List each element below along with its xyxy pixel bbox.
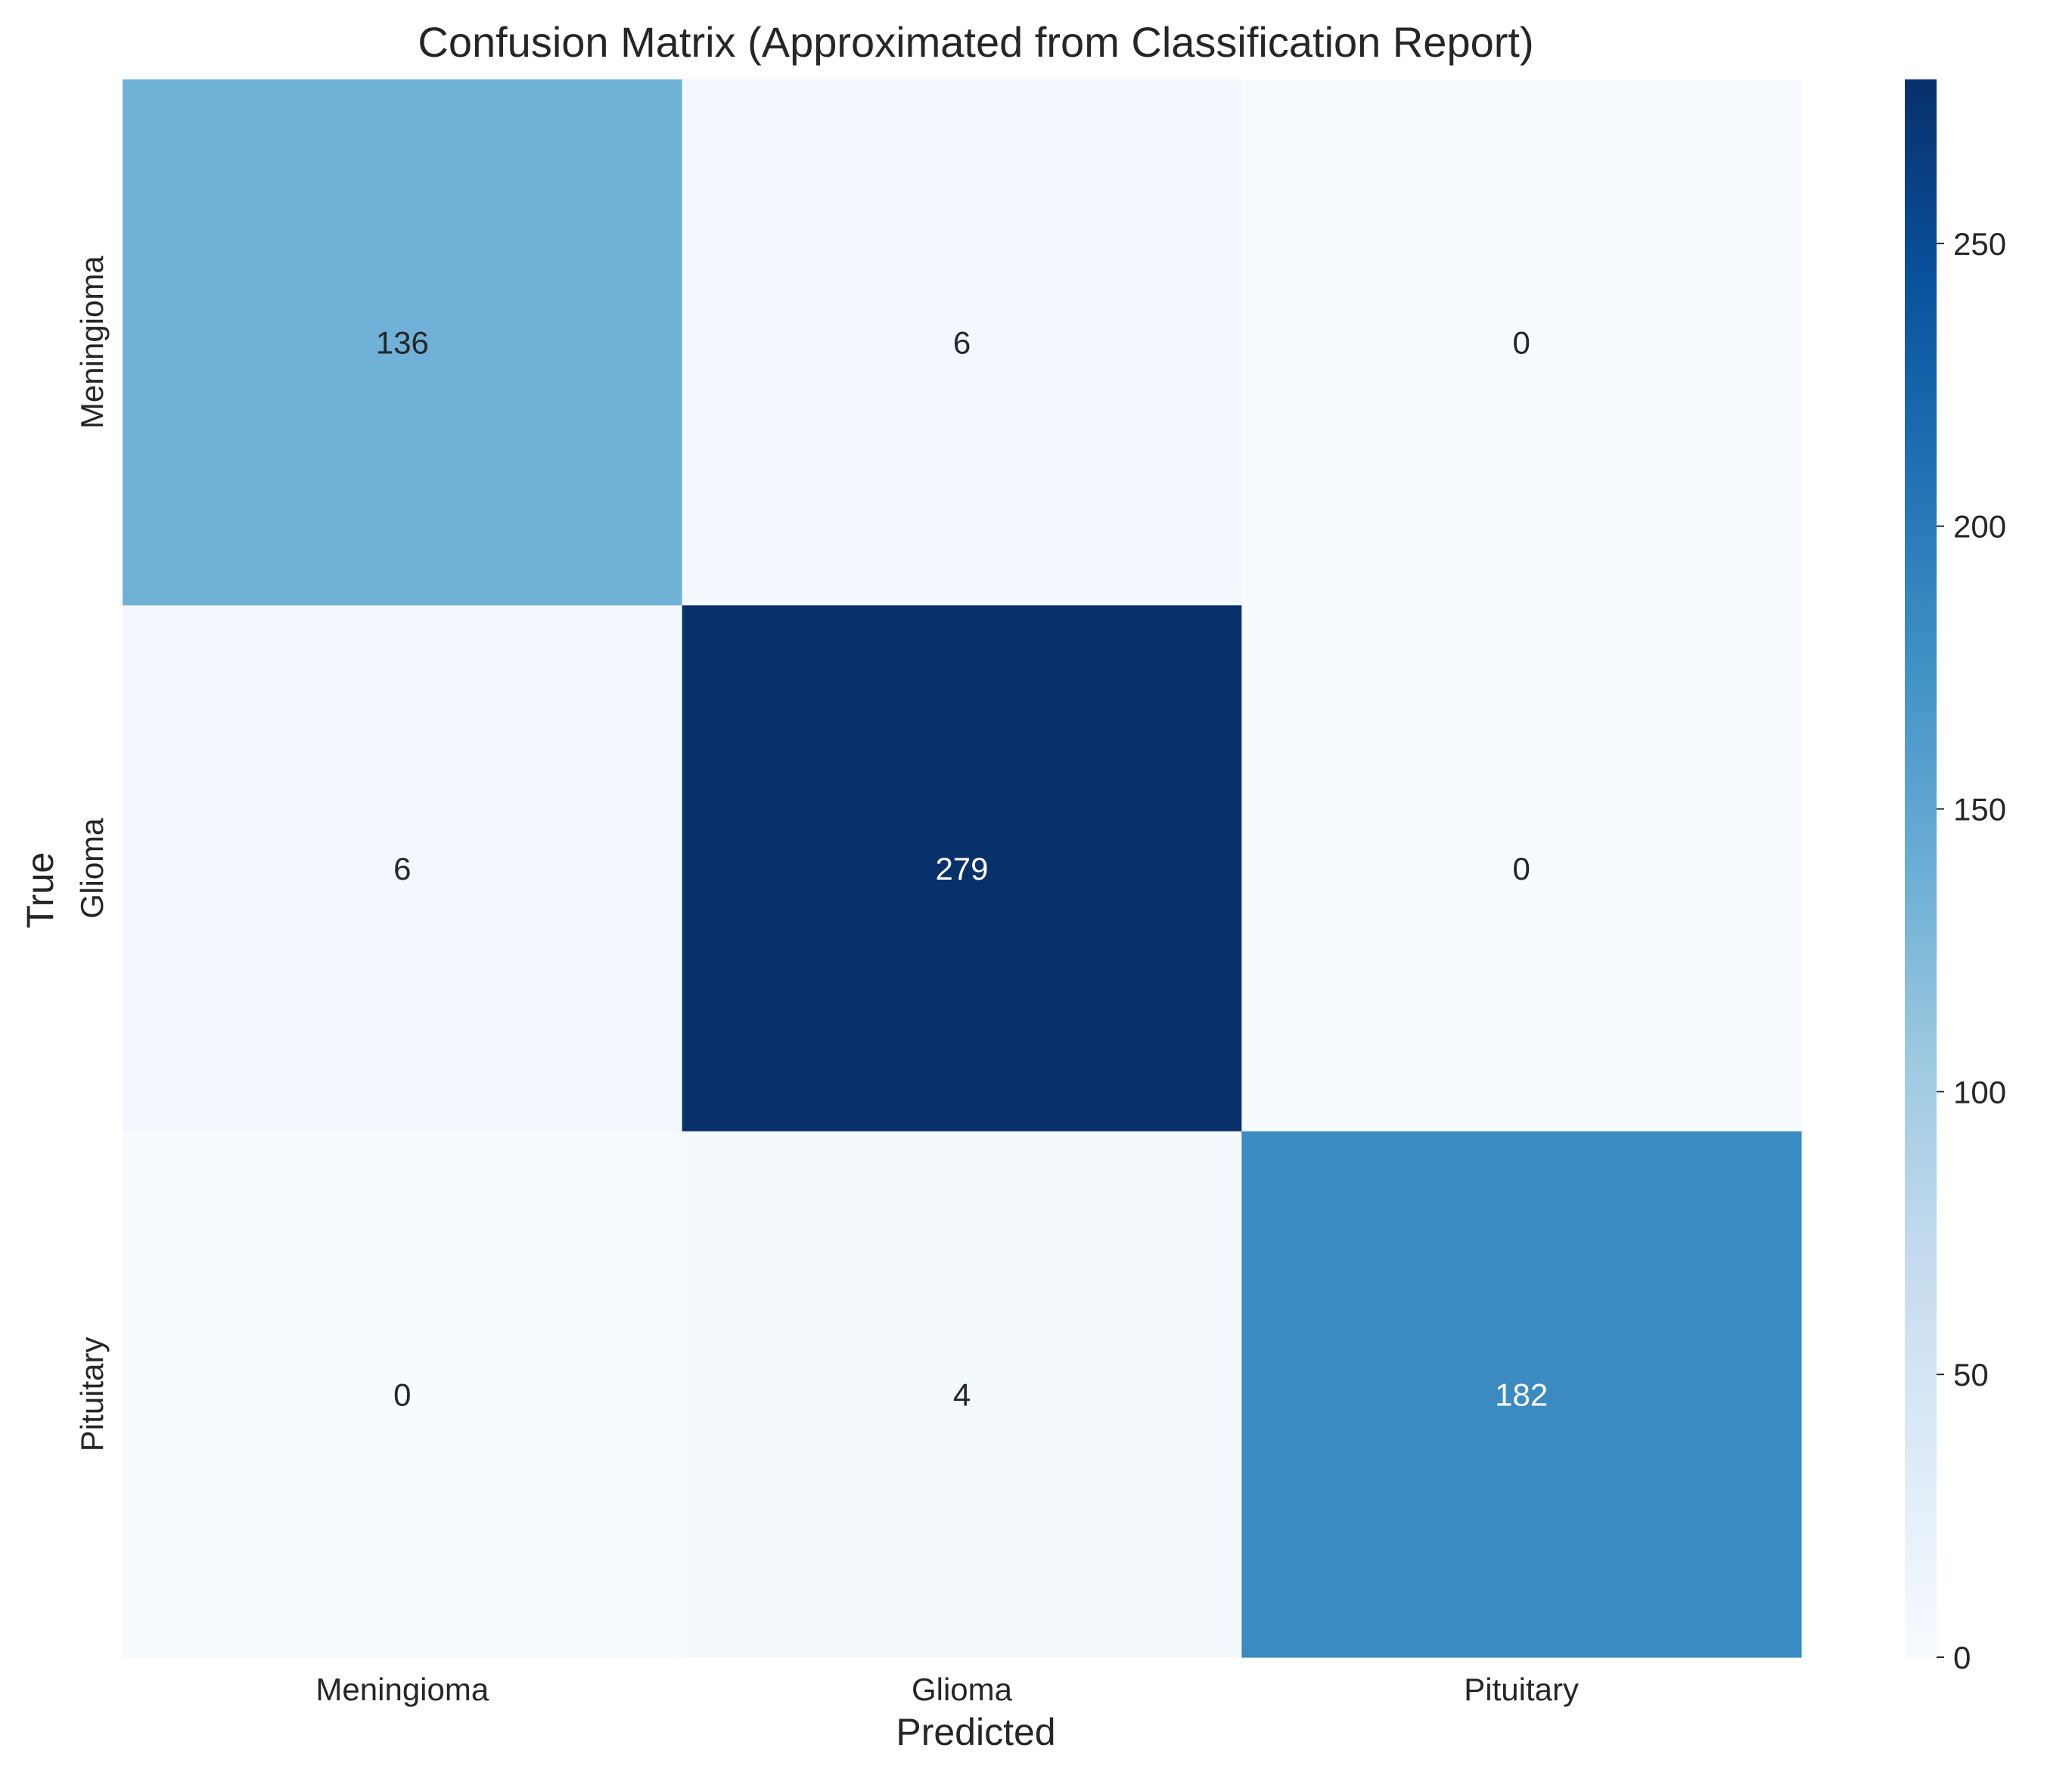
x-tick-label: Glioma (912, 1672, 1013, 1707)
colorbar-tick-label: 50 (1953, 1357, 1989, 1392)
colorbar-tick-label: 0 (1953, 1640, 1971, 1675)
cell-value-label: 0 (1512, 325, 1530, 361)
x-axis-label: Predicted (896, 1711, 1055, 1753)
colorbar-ticks: 0 50 100 150 200 250 (1937, 226, 2006, 1675)
chart-title: Confusion Matrix (Approximated from Clas… (418, 18, 1533, 66)
x-tick-label: Pituitary (1464, 1672, 1579, 1707)
y-axis-label: True (19, 852, 61, 929)
heatmap-cell (1241, 1131, 1802, 1658)
colorbar (1905, 79, 1937, 1657)
cell-value-label: 6 (393, 851, 411, 886)
y-tick-labels: Meningioma Glioma Pituitary (74, 256, 110, 1452)
heatmap-cell (682, 605, 1242, 1132)
y-tick-label: Pituitary (74, 1336, 110, 1451)
colorbar-tick-label: 100 (1953, 1074, 2006, 1110)
cell-value-label: 0 (393, 1377, 411, 1412)
colorbar-tick-label: 200 (1953, 509, 2006, 545)
colorbar-tick-label: 250 (1953, 226, 2006, 262)
heatmap-cell (682, 1131, 1242, 1658)
cell-value-label: 6 (953, 325, 971, 361)
heatmap-cell (1241, 79, 1802, 606)
cell-value-label: 4 (953, 1377, 971, 1412)
colorbar-tick-label: 150 (1953, 791, 2006, 827)
cell-value-label: 0 (1512, 851, 1530, 886)
heatmap-cell (123, 79, 683, 606)
cell-value-label: 279 (935, 851, 988, 886)
heatmap-cells (123, 79, 1802, 1658)
cell-value-label: 136 (376, 325, 429, 361)
x-tick-label: Meningioma (315, 1672, 489, 1707)
heatmap-cell (123, 605, 683, 1132)
x-tick-labels: Meningioma Glioma Pituitary (315, 1672, 1579, 1707)
heatmap-cell (123, 1131, 683, 1658)
heatmap-cell (1241, 605, 1802, 1132)
cell-value-label: 182 (1495, 1377, 1548, 1412)
y-tick-label: Glioma (74, 818, 110, 919)
y-tick-label: Meningioma (74, 256, 110, 429)
cell-annotations: 136 6 0 6 279 0 0 4 182 (376, 325, 1548, 1413)
heatmap-cell (682, 79, 1242, 606)
